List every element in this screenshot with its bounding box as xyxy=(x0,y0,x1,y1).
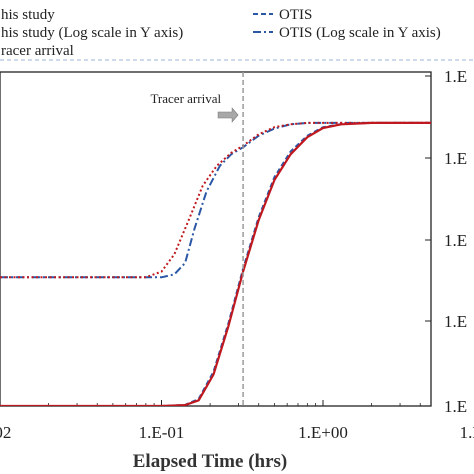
x-tick-label: 1.E+00 xyxy=(298,423,348,442)
annotation-layer: Tracer arrival xyxy=(150,72,244,406)
legend-label: his study xyxy=(1,7,55,23)
legend: his study his study (Log scale in Y axis)… xyxy=(0,7,474,61)
x-tick-label: 1.E+01 xyxy=(460,423,474,442)
tracer-arrival-arrow xyxy=(217,107,239,123)
legend-label: OTIS (Log scale in Y axis) xyxy=(279,25,441,41)
legend-label: his study (Log scale in Y axis) xyxy=(1,25,183,41)
legend-label: OTIS xyxy=(279,7,312,23)
x-axis-title: Elapsed Time (hrs) xyxy=(133,451,288,472)
y-tick-label: 1.E xyxy=(444,67,467,86)
series-layer xyxy=(0,121,431,406)
series-line xyxy=(0,121,431,279)
legend-label: racer arrival xyxy=(1,43,74,59)
y-tick-label: 1.E xyxy=(444,231,467,250)
axis-ticks: -02 1.E-01 1.E+00 1.E+01 1.E 1.E 1.E 1.E 1.E xyxy=(0,67,474,442)
tracer-arrival-label: Tracer arrival xyxy=(150,91,221,106)
y-tick-label: 1.E xyxy=(444,312,467,331)
plot-area xyxy=(0,71,432,407)
y-tick-label: 1.E xyxy=(444,397,467,416)
y-tick-label: 1.E xyxy=(444,149,467,168)
plot-frame xyxy=(0,71,432,407)
series-line xyxy=(0,121,431,406)
x-tick-label: -02 xyxy=(0,423,11,442)
x-tick-label: 1.E-01 xyxy=(139,423,185,442)
